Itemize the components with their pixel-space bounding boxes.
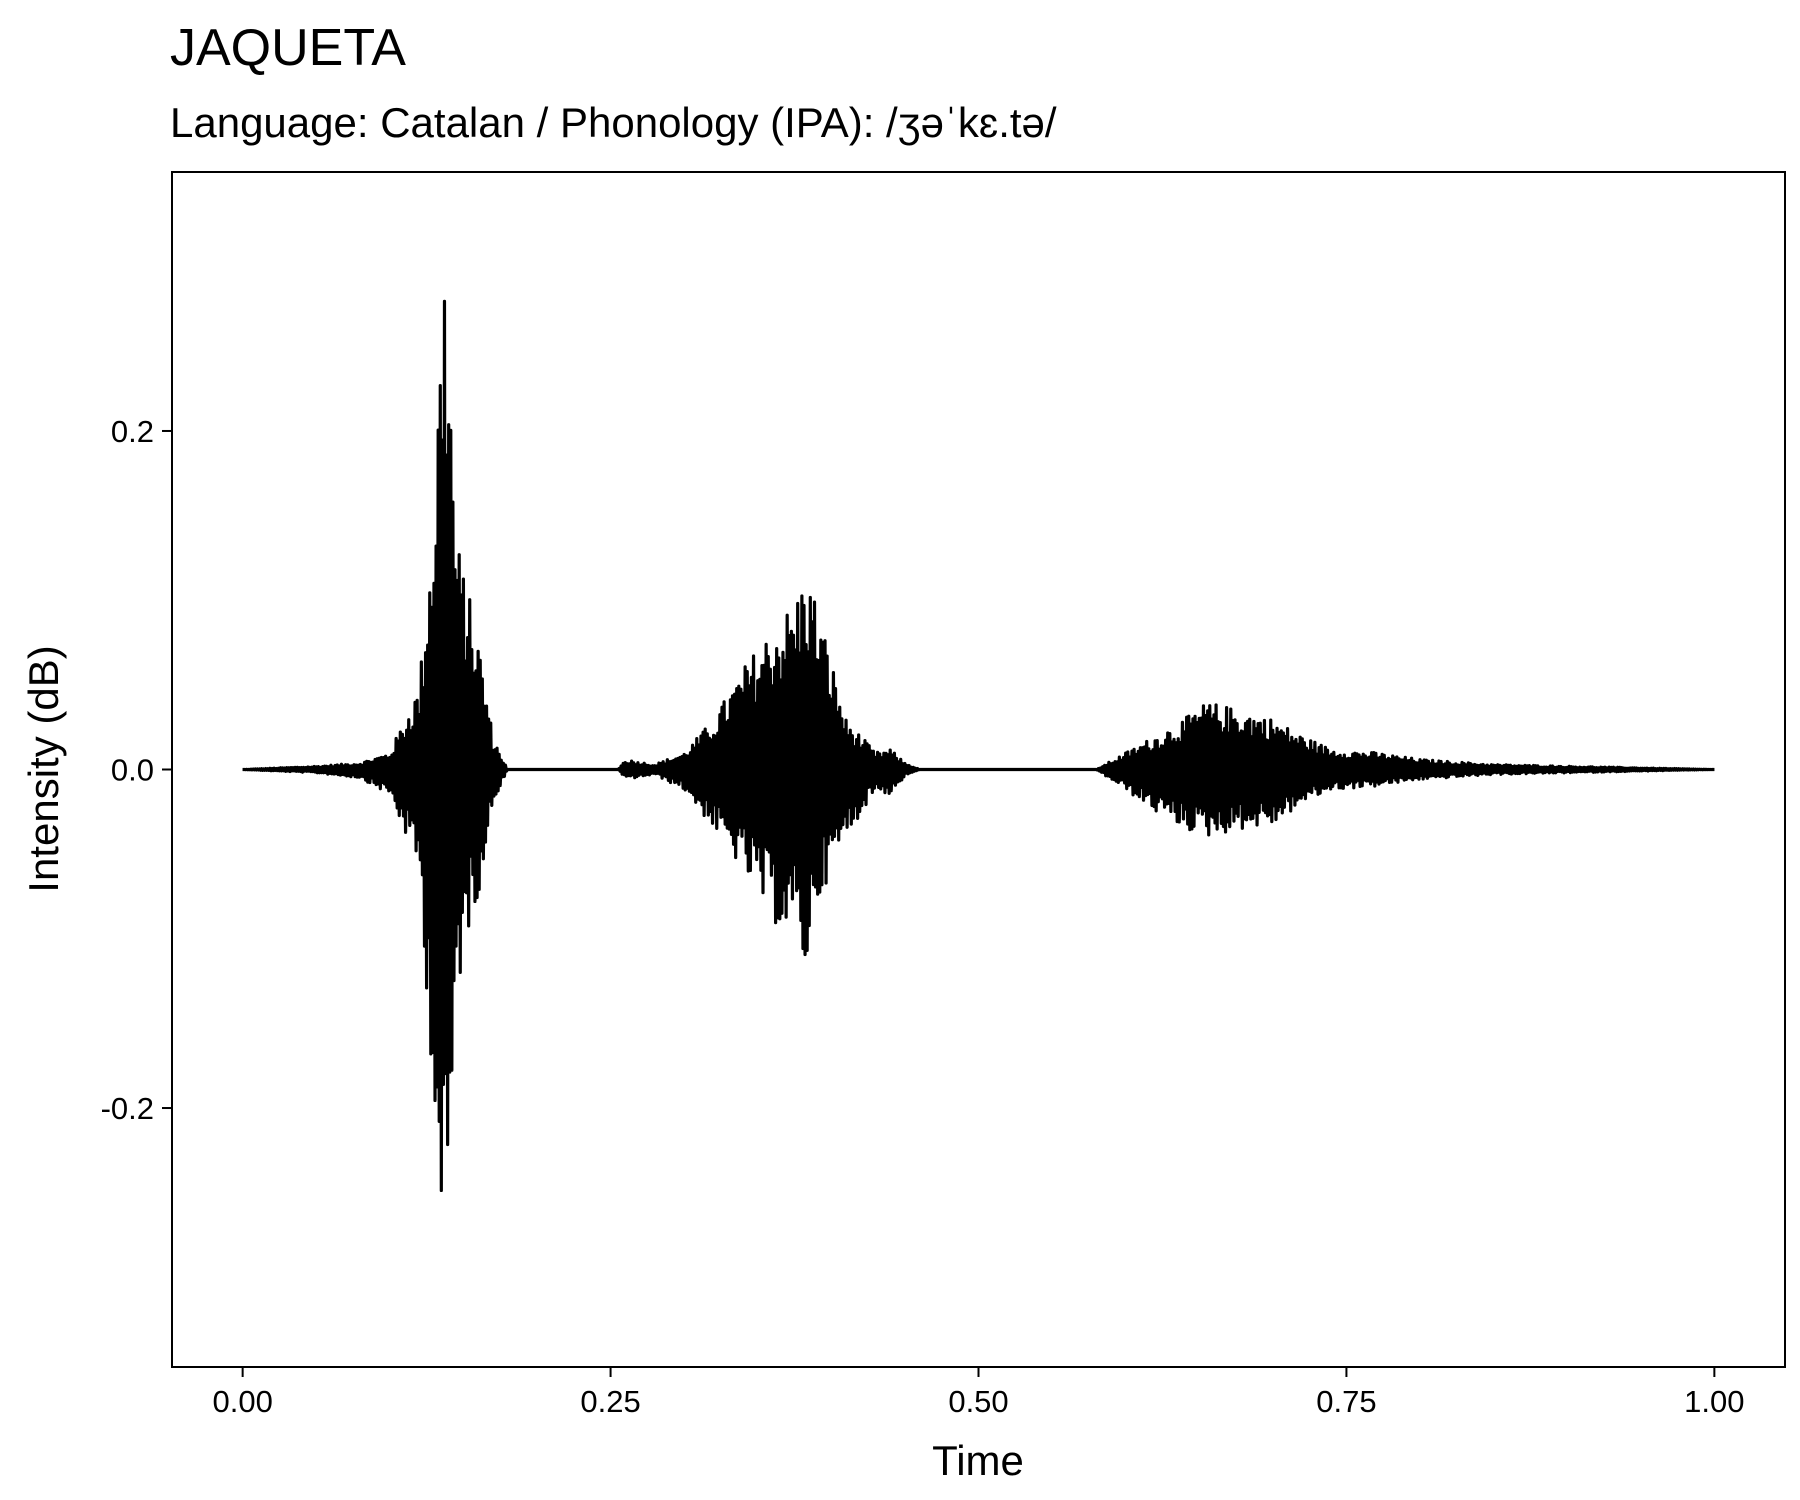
x-tick-label: 0.00 — [212, 1384, 272, 1419]
x-axis-title: Time — [932, 1437, 1024, 1484]
x-tick-label: 1.00 — [1684, 1384, 1744, 1419]
waveform-line — [242, 299, 1715, 1193]
x-tick-label: 0.75 — [1316, 1384, 1376, 1419]
y-axis: -0.2 0.0 0.2 — [101, 414, 172, 1126]
y-axis-title: Intensity (dB) — [20, 645, 67, 892]
chart-title: JAQUETA — [170, 19, 406, 77]
x-axis: 0.00 0.25 0.50 0.75 1.00 — [212, 1367, 1745, 1419]
y-tick-label: 0.2 — [111, 414, 154, 449]
y-tick-label: -0.2 — [101, 1091, 154, 1126]
plot-content — [242, 299, 1715, 1193]
chart-subtitle: Language: Catalan / Phonology (IPA): /ʒə… — [170, 99, 1057, 146]
y-tick-label: 0.0 — [111, 753, 154, 788]
x-tick-label: 0.25 — [580, 1384, 640, 1419]
x-tick-label: 0.50 — [948, 1384, 1008, 1419]
